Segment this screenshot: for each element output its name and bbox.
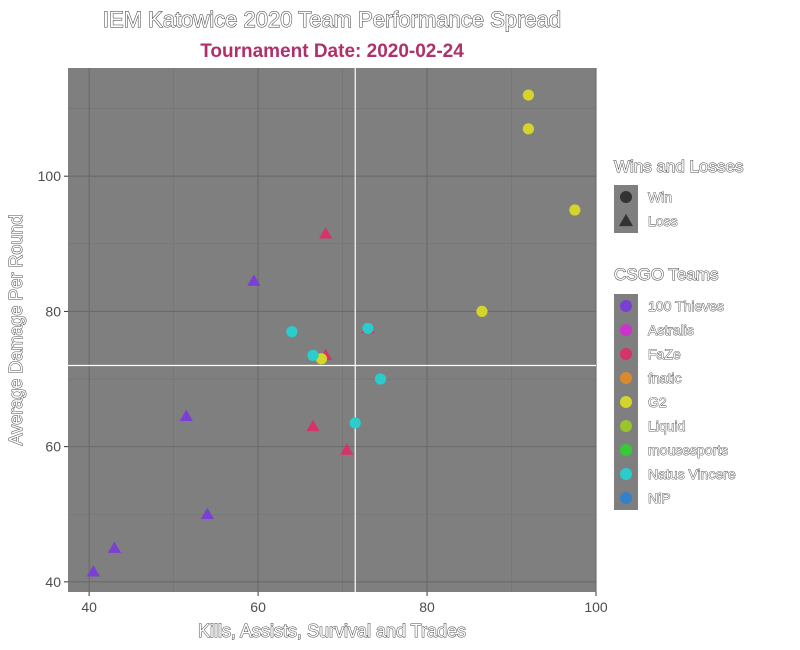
data-point-faze: [319, 227, 333, 239]
x-axis-title: Kills, Assists, Survival and Trades: [198, 621, 466, 641]
color-legend-label: fnatic: [648, 370, 681, 386]
y-tick-label: 80: [45, 303, 61, 319]
shape-legend: Wins and Losses Win Loss: [614, 157, 744, 233]
shape-legend-label: Loss: [648, 213, 678, 229]
color-legend-label: mousesports: [648, 442, 728, 458]
color-legend-label: FaZe: [648, 346, 681, 362]
color-legend-label: 100 Thieves: [648, 298, 724, 314]
data-point-natus-vincere: [307, 349, 319, 361]
data-point-100-thieves: [247, 274, 261, 286]
legend-swatch: [620, 324, 632, 336]
color-legend-label: Astralis: [648, 322, 694, 338]
y-axis: 40 60 80 100: [38, 168, 68, 590]
legend-triangle-icon: [618, 213, 634, 227]
reference-lines: [68, 68, 596, 592]
data-point-g2: [522, 89, 535, 101]
x-tick-label: 80: [419, 599, 435, 615]
x-tick-label: 60: [250, 599, 266, 615]
chart-subtitle: Tournament Date: 2020-02-24: [200, 41, 464, 62]
data-point-g2: [569, 204, 581, 216]
data-point-faze: [306, 419, 320, 432]
legend-swatch: [620, 468, 632, 480]
data-point-natus-vincere: [286, 326, 298, 338]
data-point-natus-vincere: [349, 417, 361, 429]
data-point-100-thieves: [86, 565, 100, 577]
color-legend-title: CSGO Teams: [614, 265, 719, 284]
legend-swatch: [620, 348, 632, 360]
data-point-g2: [476, 305, 488, 318]
data-point-g2: [315, 353, 328, 365]
data-point-100-thieves: [200, 507, 214, 520]
gridlines: [68, 68, 597, 592]
color-legend-label: Liquid: [648, 418, 685, 434]
legend-swatch: [620, 444, 632, 456]
data-point-g2: [522, 123, 535, 135]
legend-swatch: [620, 372, 632, 384]
y-axis-title: Average Damage Per Round: [6, 215, 26, 446]
x-tick-label: 100: [584, 599, 608, 615]
data-points: [86, 89, 581, 577]
data-point-100-thieves: [179, 409, 193, 421]
shape-legend-label: Win: [648, 189, 672, 205]
legend-circle-icon: [620, 191, 632, 203]
legend-swatch: [620, 300, 632, 312]
color-legend-label: G2: [648, 394, 667, 410]
data-point-100-thieves: [107, 541, 122, 553]
y-tick-label: 40: [45, 574, 61, 590]
data-point-faze: [340, 443, 354, 455]
data-point-natus-vincere: [362, 322, 374, 334]
chart-title: IEM Katowice 2020 Team Performance Sprea…: [103, 7, 561, 32]
plot-panel: [68, 68, 596, 592]
legend-swatch: [620, 396, 632, 408]
data-point-natus-vincere: [374, 373, 387, 385]
y-tick-label: 60: [45, 439, 61, 455]
color-legend: CSGO Teams 100 Thieves Astralis FaZe fnatic…: [614, 265, 736, 510]
legend-swatch: [620, 492, 632, 504]
x-tick-label: 40: [81, 599, 97, 615]
shape-legend-title: Wins and Losses: [614, 157, 743, 176]
legend-swatch: [620, 420, 632, 432]
x-axis: 40 60 80 100: [81, 592, 608, 615]
color-legend-label: Natus Vincere: [648, 466, 736, 482]
color-legend-label: NiP: [648, 490, 671, 506]
y-tick-label: 100: [38, 168, 62, 184]
